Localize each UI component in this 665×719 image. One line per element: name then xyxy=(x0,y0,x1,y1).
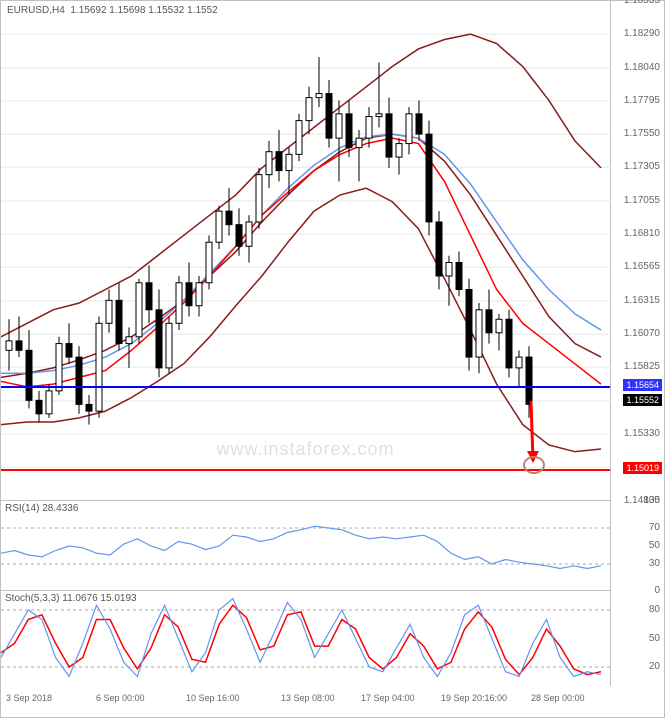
rsi-y-label: 100 xyxy=(643,495,660,506)
rsi-y-label: 70 xyxy=(649,522,660,533)
x-tick-label: 3 Sep 2018 xyxy=(6,693,52,703)
main-y-axis: 1.18535 1.18290 1.18040 1.17795 1.17550 1.173… xyxy=(609,1,664,501)
stoch-y-axis: 80 50 20 xyxy=(609,591,664,686)
stoch-y-label: 50 xyxy=(649,633,660,644)
price-tag: 1.15552 xyxy=(623,394,662,406)
y-tick-label: 1.16810 xyxy=(624,228,660,239)
watermark-text: www.instaforex.com xyxy=(216,439,394,460)
y-tick-label: 1.18290 xyxy=(624,28,660,39)
x-tick-label: 13 Sep 08:00 xyxy=(281,693,335,703)
stoch-panel: Stoch(5,3,3) 11.0676 15.0193 xyxy=(1,591,611,686)
x-tick-label: 6 Sep 00:00 xyxy=(96,693,145,703)
y-tick-label: 1.18040 xyxy=(624,62,660,73)
y-tick-label: 1.16565 xyxy=(624,261,660,272)
rsi-y-axis: 1007050300 xyxy=(609,501,664,591)
y-tick-label: 1.17550 xyxy=(624,128,660,139)
main-price-panel: EURUSD,H4 1.15692 1.15698 1.15532 1.1552… xyxy=(1,1,611,501)
x-axis: 3 Sep 2018 6 Sep 00:00 10 Sep 16:00 13 Sep … xyxy=(1,686,611,719)
x-tick-label: 28 Sep 00:00 xyxy=(531,693,585,703)
rsi-panel: RSI(14) 28.4336 xyxy=(1,501,611,591)
x-tick-label: 10 Sep 16:00 xyxy=(186,693,240,703)
resistance-line-blue xyxy=(1,386,610,388)
y-tick-label: 1.15330 xyxy=(624,428,660,439)
y-tick-label: 1.17055 xyxy=(624,195,660,206)
stoch-y-label: 20 xyxy=(649,661,660,672)
x-tick-label: 17 Sep 04:00 xyxy=(361,693,415,703)
x-tick-label: 19 Sep 20:16:00 xyxy=(441,693,507,703)
y-tick-label: 1.15825 xyxy=(624,361,660,372)
y-tick-label: 1.17795 xyxy=(624,95,660,106)
price-tag: 1.15019 xyxy=(623,462,662,474)
chart-container: EURUSD,H4 1.15692 1.15698 1.15532 1.1552… xyxy=(0,0,665,718)
target-circle-marker xyxy=(523,456,545,474)
support-line-red xyxy=(1,469,610,471)
main-chart-svg xyxy=(1,1,611,501)
stoch-y-label: 80 xyxy=(649,604,660,615)
y-tick-label: 1.16070 xyxy=(624,328,660,339)
y-tick-label: 1.18535 xyxy=(624,0,660,6)
y-tick-label: 1.17305 xyxy=(624,161,660,172)
price-tag: 1.15654 xyxy=(623,379,662,391)
y-tick-label: 1.16315 xyxy=(624,295,660,306)
rsi-y-label: 30 xyxy=(649,558,660,569)
rsi-y-label: 50 xyxy=(649,540,660,551)
rsi-chart-svg xyxy=(1,501,611,591)
stoch-chart-svg xyxy=(1,591,611,686)
